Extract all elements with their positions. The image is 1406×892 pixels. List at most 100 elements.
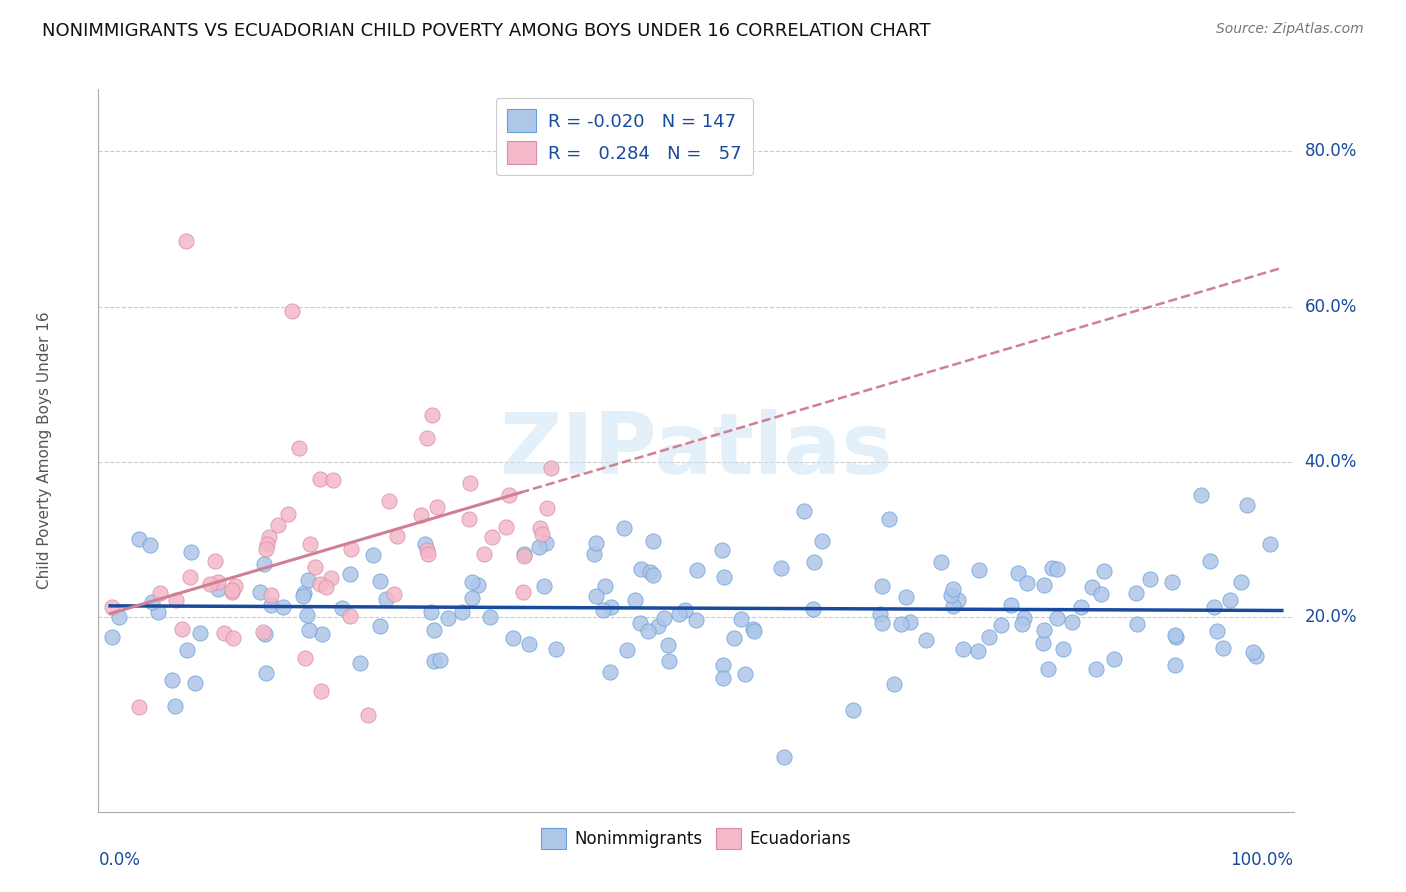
Point bbox=[1011, 617, 1033, 632]
Point bbox=[512, 547, 534, 561]
Point bbox=[540, 461, 562, 475]
Point bbox=[259, 598, 281, 612]
Point bbox=[803, 555, 825, 569]
Point bbox=[183, 675, 205, 690]
Point bbox=[479, 610, 502, 624]
Point bbox=[1092, 564, 1115, 578]
Point bbox=[1206, 624, 1229, 638]
Point bbox=[592, 603, 614, 617]
Point bbox=[207, 575, 229, 590]
Point bbox=[711, 671, 734, 685]
Point bbox=[339, 609, 361, 624]
Point bbox=[517, 637, 540, 651]
Point bbox=[423, 624, 446, 638]
Point bbox=[357, 707, 380, 722]
Point bbox=[294, 650, 316, 665]
Point bbox=[297, 573, 319, 587]
Point bbox=[1229, 575, 1251, 590]
Point bbox=[146, 605, 169, 619]
Point bbox=[1164, 628, 1187, 642]
Point bbox=[222, 632, 245, 646]
Point bbox=[741, 622, 763, 636]
Point bbox=[512, 585, 534, 599]
Point bbox=[772, 750, 794, 764]
Text: 20.0%: 20.0% bbox=[1305, 608, 1357, 626]
Point bbox=[260, 588, 283, 602]
Point bbox=[162, 673, 184, 687]
Point bbox=[585, 535, 607, 549]
Point bbox=[374, 591, 396, 606]
Point bbox=[929, 555, 952, 569]
Text: 80.0%: 80.0% bbox=[1305, 143, 1357, 161]
Point bbox=[281, 303, 304, 318]
Point bbox=[1081, 580, 1104, 594]
Point bbox=[128, 532, 150, 546]
Point bbox=[630, 562, 652, 576]
Point bbox=[801, 602, 824, 616]
Point bbox=[170, 622, 193, 636]
Point bbox=[101, 630, 124, 644]
Point bbox=[315, 580, 337, 594]
Point bbox=[952, 641, 974, 656]
Point bbox=[967, 644, 990, 658]
Point bbox=[198, 577, 221, 591]
Point bbox=[979, 630, 1001, 644]
Point bbox=[593, 579, 616, 593]
Point bbox=[793, 504, 815, 518]
Point bbox=[224, 579, 246, 593]
Point bbox=[416, 543, 439, 558]
Point bbox=[221, 582, 243, 597]
Point bbox=[339, 566, 361, 581]
Point bbox=[1125, 586, 1147, 600]
Point bbox=[1046, 561, 1069, 575]
Point bbox=[877, 512, 900, 526]
Point bbox=[385, 529, 408, 543]
Point bbox=[890, 617, 912, 632]
Text: 60.0%: 60.0% bbox=[1305, 298, 1357, 316]
Point bbox=[165, 593, 187, 607]
Point bbox=[1126, 617, 1149, 632]
Point bbox=[436, 611, 458, 625]
Point bbox=[309, 684, 332, 698]
Point bbox=[842, 703, 865, 717]
Point bbox=[685, 613, 707, 627]
Point bbox=[1212, 641, 1234, 656]
Point bbox=[1012, 611, 1035, 625]
Point bbox=[530, 527, 553, 541]
Point bbox=[429, 653, 451, 667]
Point bbox=[204, 554, 226, 568]
Point bbox=[1241, 645, 1264, 659]
Point bbox=[713, 658, 735, 673]
Legend: Nonimmigrants, Ecuadorians: Nonimmigrants, Ecuadorians bbox=[534, 822, 858, 855]
Point bbox=[638, 565, 661, 579]
Point bbox=[292, 589, 315, 603]
Point bbox=[411, 508, 433, 523]
Point bbox=[652, 610, 675, 624]
Point bbox=[101, 600, 124, 615]
Point bbox=[179, 570, 201, 584]
Point bbox=[256, 537, 278, 551]
Point bbox=[330, 600, 353, 615]
Point bbox=[257, 530, 280, 544]
Point bbox=[969, 563, 991, 577]
Point bbox=[413, 537, 436, 551]
Point bbox=[349, 656, 371, 670]
Point bbox=[249, 585, 271, 599]
Point bbox=[498, 488, 520, 502]
Text: 40.0%: 40.0% bbox=[1305, 453, 1357, 471]
Point bbox=[628, 616, 651, 631]
Point bbox=[467, 577, 489, 591]
Point bbox=[811, 534, 834, 549]
Point bbox=[180, 545, 202, 559]
Point bbox=[138, 538, 160, 552]
Point bbox=[599, 665, 621, 679]
Point bbox=[426, 500, 449, 514]
Point bbox=[288, 442, 311, 456]
Point bbox=[600, 600, 623, 615]
Point bbox=[299, 537, 322, 551]
Point bbox=[585, 589, 607, 603]
Point bbox=[107, 610, 129, 624]
Point bbox=[1202, 600, 1225, 615]
Point bbox=[420, 605, 443, 619]
Point bbox=[1032, 636, 1054, 650]
